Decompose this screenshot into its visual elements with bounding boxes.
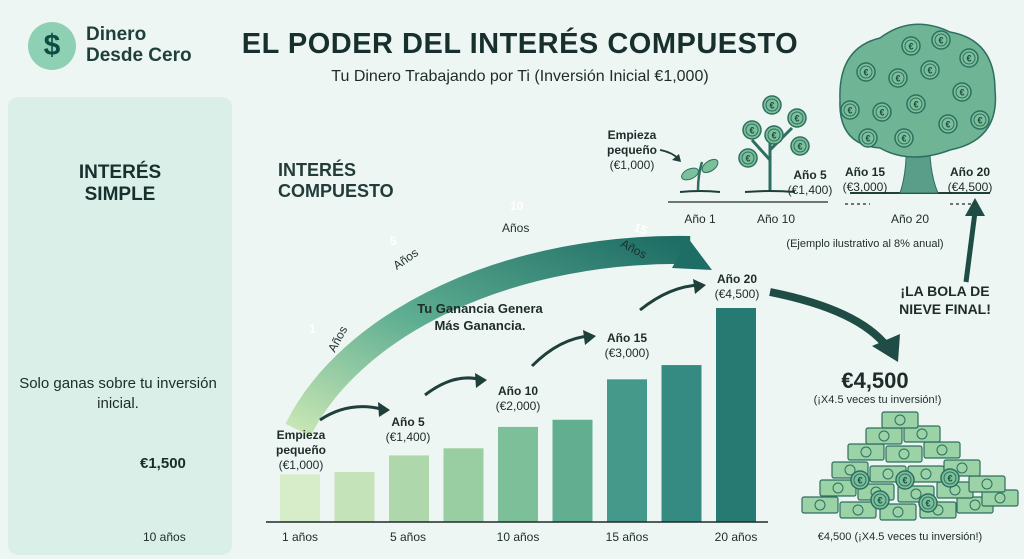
milestone-year20-value: (€4,500): [714, 287, 760, 301]
growth-year5-value: (€1,400): [787, 183, 833, 197]
final-caption: €4,500 (¡X4.5 veces tu inversión!): [817, 531, 983, 543]
gain-text: Tu Ganancia Genera Más Ganancia.: [417, 301, 543, 333]
milestone-start: Empieza pequeño (€1,000): [256, 428, 346, 473]
growth-year15: Año 15 (€3,000): [825, 165, 905, 195]
page-title: EL PODER DEL INTERÉS COMPUESTO: [241, 28, 799, 60]
timeline-year-1: Año 1: [684, 212, 716, 226]
small-tree-icon: [738, 95, 810, 193]
x-tick-1: 1 años: [281, 530, 319, 544]
growth-year15-label: Año 15: [844, 165, 885, 179]
milestone-year10: Año 10 (€2,000): [473, 384, 563, 414]
simple-final-value: €1,500: [140, 455, 186, 472]
final-value: €4,500: [841, 368, 909, 393]
bar-8: [661, 365, 702, 522]
growth-year20-label: Año 20: [949, 165, 990, 179]
arc-stage-1-num: 1: [309, 322, 316, 336]
x-tick-15: 15 años: [605, 530, 649, 544]
milestone-start-value: (€1,000): [278, 458, 324, 472]
x-tick-5: 5 años: [389, 530, 427, 544]
simple-interest-note: Solo ganas sobre tu inversión inicial.: [19, 375, 217, 412]
milestone-year15-value: (€3,000): [604, 346, 650, 360]
simple-interest-panel: [8, 97, 232, 555]
growth-year20: Año 20 (€4,500): [930, 165, 1010, 195]
final-arrow: [769, 198, 985, 362]
bar-7: [607, 379, 647, 522]
bar-6: [552, 419, 593, 522]
milestone-year10-value: (€2,000): [495, 399, 541, 413]
timeline-year-10: Año 10: [756, 212, 796, 226]
money-pile-icon: [801, 411, 1019, 521]
bar-3: [389, 455, 429, 522]
milestone-start-year: Empieza pequeño: [276, 428, 326, 457]
x-tick-20: 20 años: [714, 530, 758, 544]
milestone-year5-year: Año 5: [391, 415, 425, 429]
bar-9: [716, 308, 756, 522]
simple-years-label: 10 años: [143, 530, 186, 544]
final-multiplier: (¡X4.5 veces tu inversión!): [813, 394, 942, 406]
milestone-year20-year: Año 20: [716, 272, 757, 286]
growth-year5: Año 5 (€1,400): [770, 168, 850, 198]
milestone-year15-year: Año 15: [606, 331, 647, 345]
growth-timeline: [668, 201, 975, 205]
milestone-year20: Año 20 (€4,500): [692, 272, 782, 302]
plant-icon: [659, 149, 721, 193]
compound-arc: [285, 235, 712, 437]
arc-stage-10-num: 10: [510, 199, 524, 213]
growth-start: Empieza pequeño (€1,000): [592, 128, 672, 173]
growth-year15-value: (€3,000): [842, 180, 888, 194]
simple-interest-title: INTERÉS SIMPLE: [78, 162, 162, 205]
x-tick-10: 10 años: [496, 530, 540, 544]
growth-start-label: Empieza pequeño: [607, 128, 657, 157]
compound-bars: [280, 308, 756, 522]
arrow-heads: [378, 279, 706, 417]
bar-5: [498, 426, 538, 522]
arc-stage-10-unit: Años: [502, 221, 530, 235]
growth-year20-value: (€4,500): [947, 180, 993, 194]
milestone-year15: Año 15 (€3,000): [582, 331, 672, 361]
bar-1: [280, 474, 320, 522]
arrow-icon: [639, 283, 701, 312]
brand-name: Dinero Desde Cero: [86, 24, 192, 66]
illustrative-note: (Ejemplo ilustrativo al 8% anual): [786, 238, 944, 250]
bar-4: [443, 448, 484, 522]
growth-start-value: (€1,000): [609, 158, 655, 172]
page-subtitle: Tu Dinero Trabajando por Ti (Inversión I…: [331, 68, 709, 85]
tree-icon: [839, 23, 997, 194]
brand-logo: $: [28, 22, 76, 70]
timeline-year-20: Año 20: [890, 212, 930, 226]
snowball-title: ¡LA BOLA DE NIEVE FINAL!: [899, 283, 991, 317]
arc-stage-5-num: 5: [390, 234, 397, 248]
milestone-year10-year: Año 10: [497, 384, 538, 398]
milestone-year5: Año 5 (€1,400): [363, 415, 453, 445]
bar-2: [334, 472, 375, 522]
growth-year5-label: Año 5: [793, 168, 827, 182]
milestone-year5-value: (€1,400): [385, 430, 431, 444]
compound-interest-label: INTERÉS COMPUESTO: [278, 160, 394, 201]
